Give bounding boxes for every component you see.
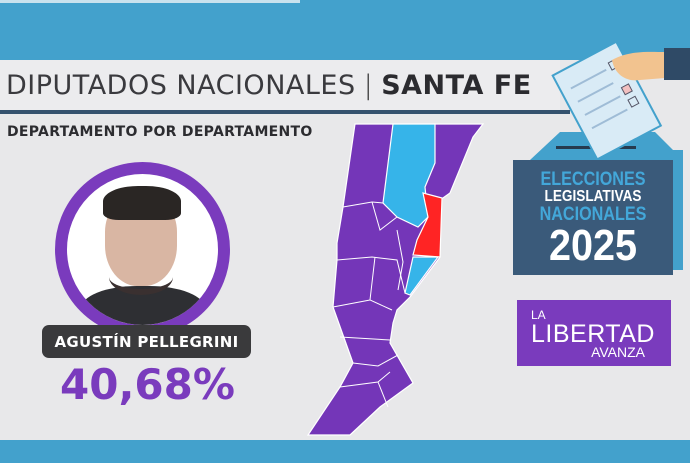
election-line3: NACIONALES [539, 204, 647, 225]
top-band [0, 0, 690, 60]
bottom-band [0, 440, 690, 463]
sleeve [664, 48, 690, 80]
election-label: ELECCIONES LEGISLATIVAS NACIONALES 2025 [513, 170, 673, 268]
election-line2: LEGISLATIVAS [544, 188, 642, 205]
map-department-red [412, 192, 443, 258]
ballot-paper-icon [551, 40, 663, 161]
party-logo-line2: LIBERTAD [531, 320, 655, 348]
election-line1: ELECCIONES [540, 169, 646, 190]
candidate-percentage: 40,68% [60, 360, 235, 409]
ballot-box-side [673, 150, 683, 270]
party-logo: LA LIBERTAD AVANZA [517, 300, 671, 366]
candidate-photo [55, 162, 230, 337]
map-department-blue-south [404, 256, 440, 296]
title-separator: | [363, 70, 374, 101]
ballot-box [513, 160, 673, 275]
title-bar [0, 60, 560, 110]
party-logo-line3: AVANZA [591, 344, 645, 360]
hand-icon [612, 51, 665, 81]
title-province: SANTA FE [381, 70, 532, 101]
page-title: DIPUTADOS NACIONALES | SANTA FE [6, 70, 532, 101]
department-borders [332, 201, 406, 408]
candidate-name: AGUSTÍN PELLEGRINI [42, 325, 251, 358]
title-light: DIPUTADOS NACIONALES [6, 70, 356, 101]
title-underline [0, 110, 570, 114]
subtitle: DEPARTAMENTO POR DEPARTAMENTO [7, 124, 313, 140]
election-year: 2025 [548, 221, 638, 270]
party-logo-line1: LA [531, 308, 546, 322]
